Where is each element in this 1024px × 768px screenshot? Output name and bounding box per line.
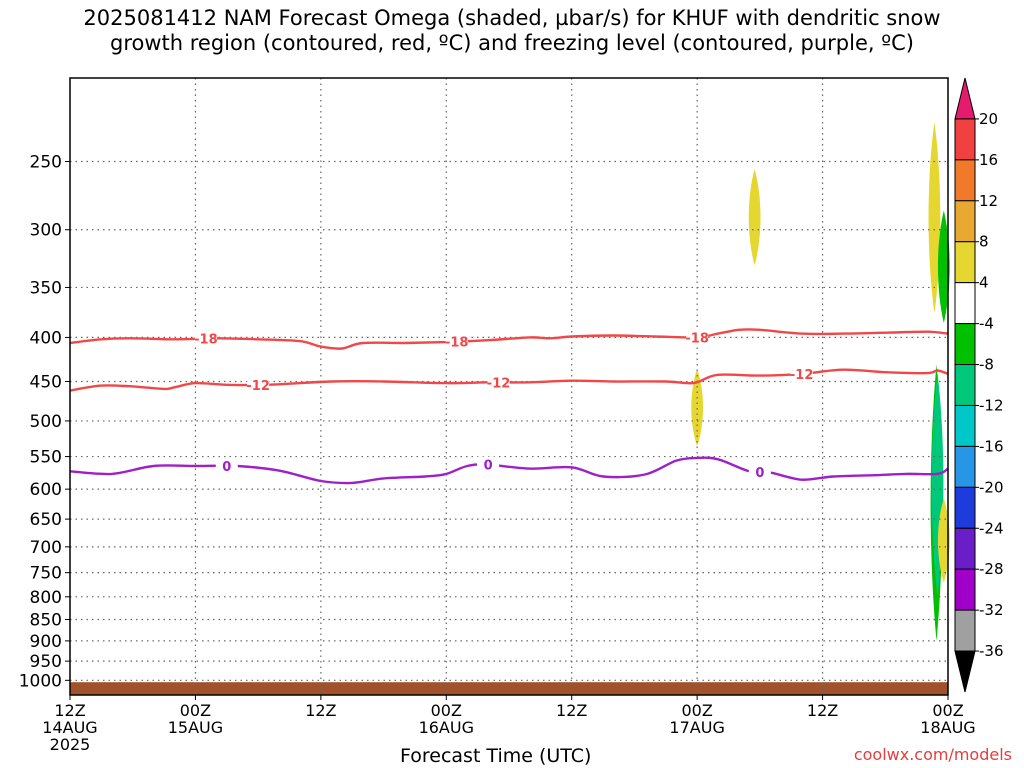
contour-layer: -18 -18 -18 -12 -12 -12 0 0 0 bbox=[69, 328, 949, 485]
omega-region-7 bbox=[937, 498, 950, 583]
contour-label-bg bbox=[215, 457, 238, 474]
colorbar-label-m16: -16 bbox=[979, 437, 1004, 455]
omega-shading-layer bbox=[691, 122, 950, 641]
colorbar-label-20: 20 bbox=[979, 110, 998, 128]
site-credit: coolwx.com/models bbox=[853, 745, 1012, 764]
contour-label-bg bbox=[686, 329, 709, 346]
colorbar-swatch-13 bbox=[954, 609, 976, 652]
x-tick-label-t12-line1: 00Z bbox=[180, 701, 211, 720]
contour-label-m18-1: -18 bbox=[194, 333, 218, 348]
colorbar-label-m20: -20 bbox=[979, 478, 1004, 496]
contour-line-0 bbox=[69, 456, 949, 485]
y-tick-label-850: 850 bbox=[30, 611, 62, 631]
contour-label-m18-3: -18 bbox=[685, 331, 709, 346]
colorbar-label-m24: -24 bbox=[979, 519, 1004, 537]
terrain-fill bbox=[70, 682, 948, 695]
contour-label-m12-2: -12 bbox=[487, 376, 511, 391]
colorbar-label-4: 4 bbox=[979, 274, 989, 292]
y-tick-label-500: 500 bbox=[30, 412, 62, 432]
y-tick-label-350: 350 bbox=[30, 278, 62, 298]
colorbar-label-m28: -28 bbox=[979, 560, 1004, 578]
contour-label-0-1: 0 bbox=[222, 460, 231, 475]
contour-label-bg bbox=[194, 330, 217, 347]
plot-frame bbox=[69, 77, 949, 696]
colorbar-label-m32: -32 bbox=[979, 601, 1004, 619]
terrain-layer bbox=[70, 682, 948, 695]
colorbar-swatch-2 bbox=[954, 159, 976, 202]
x-axis-title: Forecast Time (UTC) bbox=[400, 745, 592, 767]
contour-label-m18-2: -18 bbox=[445, 336, 469, 351]
x-tick-label-t60-line2: 17AUG bbox=[669, 718, 724, 737]
colorbar-label-m36: -36 bbox=[979, 642, 1004, 660]
colorbar: 20 16 12 8 4 -4 -8 -12 -16 -20 -24 -28 -32 -36 bbox=[954, 77, 1004, 693]
omega-region-4 bbox=[937, 210, 950, 324]
y-tick-label-900: 900 bbox=[30, 632, 62, 652]
x-tick-label-t60-line1: 00Z bbox=[681, 701, 712, 720]
y-tick-label-250: 250 bbox=[30, 153, 62, 173]
colorbar-label-16: 16 bbox=[979, 151, 998, 169]
y-tick-label-600: 600 bbox=[30, 480, 62, 500]
colorbar-swatch-12 bbox=[954, 568, 976, 611]
contour-label-m12-3: -12 bbox=[790, 368, 814, 383]
colorbar-bottom-triangle bbox=[954, 650, 976, 693]
x-tick-label-t0-line1: 12Z bbox=[54, 701, 85, 720]
chart-title-line-1: 2025081412 NAM Forecast Omega (shaded, µ… bbox=[83, 6, 941, 30]
omega-region-3 bbox=[928, 122, 941, 314]
x-tick-label-t84-line2: 18AUG bbox=[920, 718, 975, 737]
contour-label-bg bbox=[790, 365, 813, 382]
x-tick-label-t36-line2: 16AUG bbox=[419, 718, 474, 737]
colorbar-swatch-6 bbox=[954, 323, 976, 366]
x-tick-label-t0-line2: 14AUG bbox=[42, 718, 97, 737]
grid-layer bbox=[70, 78, 948, 695]
colorbar-swatch-8 bbox=[954, 404, 976, 447]
x-tick-label-t12-line2: 15AUG bbox=[168, 718, 223, 737]
y-tick-label-450: 450 bbox=[30, 372, 62, 392]
contour-label-bg bbox=[477, 456, 500, 473]
x-tick-label-t36-line1: 00Z bbox=[431, 701, 462, 720]
y-tick-label-400: 400 bbox=[30, 328, 62, 348]
contour-label-0-2: 0 bbox=[484, 459, 493, 474]
y-tick-label-650: 650 bbox=[30, 510, 62, 530]
contour-label-bg bbox=[748, 463, 771, 480]
colorbar-label-m12: -12 bbox=[979, 396, 1004, 414]
omega-region-1 bbox=[748, 168, 761, 266]
contour-line-m18 bbox=[69, 328, 949, 350]
chart-title-line-2: growth region (contoured, red, ºC) and f… bbox=[110, 31, 914, 55]
y-tick-label-700: 700 bbox=[30, 538, 62, 558]
x-tick-label-t48-line1: 12Z bbox=[556, 701, 587, 720]
colorbar-swatch-11 bbox=[954, 527, 976, 570]
colorbar-swatch-10 bbox=[954, 486, 976, 529]
contour-label-m12-1: -12 bbox=[246, 379, 270, 394]
x-tick-label-t84-line1: 00Z bbox=[932, 701, 963, 720]
x-tick-label-t72-line1: 12Z bbox=[807, 701, 838, 720]
y-tick-label-950: 950 bbox=[30, 652, 62, 672]
contour-label-bg bbox=[487, 374, 510, 391]
contour-label-bg bbox=[247, 376, 270, 393]
chart-title: 2025081412 NAM Forecast Omega (shaded, µ… bbox=[0, 6, 1024, 56]
y-tick-label-750: 750 bbox=[30, 564, 62, 584]
colorbar-top-triangle bbox=[954, 77, 976, 120]
contour-line-m12 bbox=[69, 368, 949, 392]
x-tick-label-t24-line1: 12Z bbox=[305, 701, 336, 720]
axes-layer: 2503003504004505005506006507007508008509… bbox=[19, 77, 976, 754]
colorbar-swatch-7 bbox=[954, 364, 976, 406]
y-tick-label-550: 550 bbox=[30, 448, 62, 468]
contour-label-bg bbox=[445, 333, 468, 350]
colorbar-label-8: 8 bbox=[979, 233, 989, 251]
y-tick-label-800: 800 bbox=[30, 588, 62, 608]
contour-label-0-3: 0 bbox=[755, 466, 764, 481]
colorbar-swatch-4 bbox=[954, 241, 976, 284]
x-tick-label-t0-line3: 2025 bbox=[50, 735, 91, 754]
omega-region-2 bbox=[691, 368, 704, 447]
colorbar-label-m8: -8 bbox=[979, 356, 994, 374]
y-tick-label-300: 300 bbox=[30, 221, 62, 241]
colorbar-swatch-1 bbox=[954, 118, 976, 161]
colorbar-swatch-5 bbox=[954, 282, 976, 325]
colorbar-swatch-9 bbox=[954, 445, 976, 488]
colorbar-label-12: 12 bbox=[979, 192, 998, 210]
colorbar-swatch-3 bbox=[954, 200, 976, 243]
colorbar-label-m4: -4 bbox=[979, 315, 994, 333]
y-tick-label-1000: 1000 bbox=[19, 671, 62, 691]
